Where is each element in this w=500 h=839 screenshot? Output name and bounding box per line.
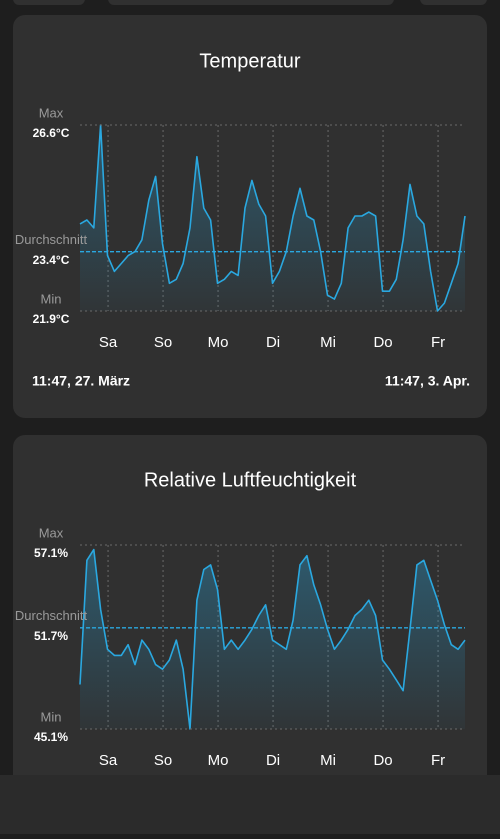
- y-tick-name: Durchschnitt: [15, 232, 88, 247]
- x-tick-label: Mo: [208, 752, 229, 769]
- line: [79, 548, 466, 730]
- line: [79, 124, 466, 312]
- x-tick-label: Di: [266, 752, 280, 769]
- chart-title: Temperatur: [199, 50, 300, 72]
- x-tick-label: So: [154, 334, 172, 351]
- y-tick-label: 51.7%: [34, 629, 68, 643]
- y-tick-name: Min: [41, 291, 62, 306]
- y-tick-label: 21.9°C: [33, 312, 70, 326]
- x-tick-label: Mi: [320, 334, 336, 351]
- y-tick-name: Max: [39, 525, 64, 540]
- bottom-bar: [0, 775, 500, 834]
- x-tick-label: Di: [266, 334, 280, 351]
- y-tick-name: Durchschnitt: [15, 608, 88, 623]
- y-tick-name: Max: [39, 105, 64, 120]
- x-tick-label: Do: [373, 752, 392, 769]
- y-tick-name: Min: [41, 709, 62, 724]
- x-tick-label: Mi: [320, 752, 336, 769]
- x-tick-label: So: [154, 752, 172, 769]
- y-tick-label: 45.1%: [34, 730, 68, 744]
- chart-title: Relative Luftfeuchtigkeit: [144, 469, 357, 491]
- x-tick-label: Do: [373, 334, 392, 351]
- area-fill: [80, 125, 465, 311]
- chart: Relative Luftfeuchtigkeit Sa So Mo Di Mi Do Fr M…: [15, 469, 466, 769]
- x-tick-label: Fr: [431, 752, 445, 769]
- x-tick-label: Fr: [431, 334, 445, 351]
- y-tick-label: 57.1%: [34, 546, 68, 560]
- x-tick-label: Sa: [99, 752, 118, 769]
- area-fill: [80, 549, 465, 729]
- chart: Temperatur Sa So Mo Di Mi Do Fr Min 21.9°C Durchsc…: [15, 50, 470, 388]
- end-date: 11:47, 3. Apr.: [385, 373, 470, 389]
- card-stub: [13, 0, 85, 5]
- card-stub: [420, 0, 487, 5]
- start-date: 11:47, 27. März: [32, 373, 130, 389]
- x-tick-label: Mo: [208, 334, 229, 351]
- y-tick-label: 26.6°C: [33, 126, 70, 140]
- card-stub: [108, 0, 394, 5]
- y-tick-label: 23.4°C: [33, 253, 70, 267]
- x-tick-label: Sa: [99, 334, 118, 351]
